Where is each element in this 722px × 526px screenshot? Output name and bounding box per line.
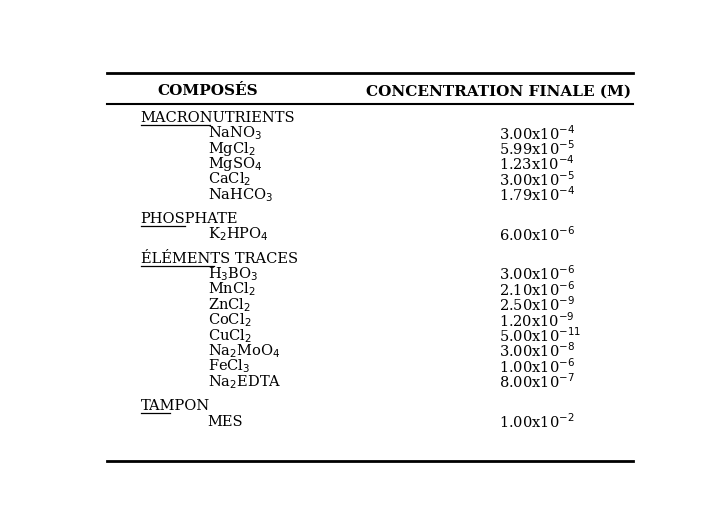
Text: CaCl$_2$: CaCl$_2$ xyxy=(208,170,251,188)
Text: H$_3$BO$_3$: H$_3$BO$_3$ xyxy=(208,265,258,283)
Text: COMPOSÉS: COMPOSÉS xyxy=(157,85,258,98)
Text: MgSO$_4$: MgSO$_4$ xyxy=(208,155,262,173)
Text: 3.00x10$^{-6}$: 3.00x10$^{-6}$ xyxy=(499,265,575,284)
Text: K$_2$HPO$_4$: K$_2$HPO$_4$ xyxy=(208,226,269,244)
Text: 1.23x10$^{-4}$: 1.23x10$^{-4}$ xyxy=(499,155,575,174)
Text: 3.00x10$^{-8}$: 3.00x10$^{-8}$ xyxy=(499,342,575,360)
Text: MgCl$_2$: MgCl$_2$ xyxy=(208,139,256,158)
Text: FeCl$_3$: FeCl$_3$ xyxy=(208,358,251,376)
Text: NaNO$_3$: NaNO$_3$ xyxy=(208,124,262,142)
Text: PHOSPHATE: PHOSPHATE xyxy=(141,212,238,226)
Text: Na$_2$EDTA: Na$_2$EDTA xyxy=(208,373,282,391)
Text: 1.79x10$^{-4}$: 1.79x10$^{-4}$ xyxy=(499,185,575,204)
Text: 1.00x10$^{-6}$: 1.00x10$^{-6}$ xyxy=(499,357,575,376)
Text: 1.20x10$^{-9}$: 1.20x10$^{-9}$ xyxy=(499,311,574,330)
Text: 5.00x10$^{-11}$: 5.00x10$^{-11}$ xyxy=(499,326,581,345)
Text: 3.00x10$^{-4}$: 3.00x10$^{-4}$ xyxy=(499,124,575,143)
Text: 5.99x10$^{-5}$: 5.99x10$^{-5}$ xyxy=(499,139,575,158)
Text: ÉLÉMENTS TRACES: ÉLÉMENTS TRACES xyxy=(141,252,297,266)
Text: MES: MES xyxy=(208,414,243,429)
Text: TAMPON: TAMPON xyxy=(141,399,210,413)
Text: CoCl$_2$: CoCl$_2$ xyxy=(208,311,251,329)
Text: 8.00x10$^{-7}$: 8.00x10$^{-7}$ xyxy=(499,372,575,391)
Text: 2.10x10$^{-6}$: 2.10x10$^{-6}$ xyxy=(499,280,575,299)
Text: 1.00x10$^{-2}$: 1.00x10$^{-2}$ xyxy=(499,412,574,431)
Text: 3.00x10$^{-5}$: 3.00x10$^{-5}$ xyxy=(499,170,575,189)
Text: MACRONUTRIENTS: MACRONUTRIENTS xyxy=(141,111,295,125)
Text: CONCENTRATION FINALE (M): CONCENTRATION FINALE (M) xyxy=(366,85,631,98)
Text: ZnCl$_2$: ZnCl$_2$ xyxy=(208,296,251,314)
Text: 6.00x10$^{-6}$: 6.00x10$^{-6}$ xyxy=(499,225,575,244)
Text: NaHCO$_3$: NaHCO$_3$ xyxy=(208,186,273,204)
Text: Na$_2$MoO$_4$: Na$_2$MoO$_4$ xyxy=(208,342,280,360)
Text: CuCl$_2$: CuCl$_2$ xyxy=(208,327,252,345)
Text: 2.50x10$^{-9}$: 2.50x10$^{-9}$ xyxy=(499,296,575,314)
Text: MnCl$_2$: MnCl$_2$ xyxy=(208,281,256,298)
